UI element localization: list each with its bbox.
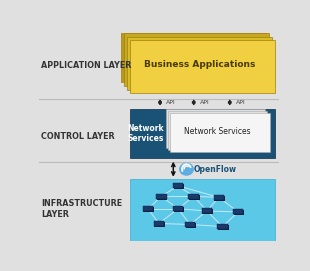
Text: API: API <box>166 100 176 105</box>
FancyBboxPatch shape <box>39 33 279 99</box>
FancyBboxPatch shape <box>156 194 166 199</box>
FancyBboxPatch shape <box>173 206 184 211</box>
FancyBboxPatch shape <box>217 224 228 229</box>
FancyBboxPatch shape <box>202 208 212 214</box>
Text: API: API <box>236 100 246 105</box>
FancyBboxPatch shape <box>144 207 154 212</box>
FancyBboxPatch shape <box>218 225 228 230</box>
FancyBboxPatch shape <box>130 109 275 158</box>
FancyBboxPatch shape <box>154 222 165 227</box>
Text: OpenFlow: OpenFlow <box>194 165 237 174</box>
FancyBboxPatch shape <box>127 37 272 90</box>
FancyBboxPatch shape <box>157 195 167 200</box>
FancyBboxPatch shape <box>214 195 224 200</box>
Text: CONTROL LAYER: CONTROL LAYER <box>41 132 115 141</box>
FancyBboxPatch shape <box>153 221 164 226</box>
Text: APPLICATION LAYER: APPLICATION LAYER <box>41 62 131 70</box>
FancyBboxPatch shape <box>170 114 270 152</box>
FancyBboxPatch shape <box>234 210 244 215</box>
FancyBboxPatch shape <box>188 194 199 199</box>
Text: INFRASTRUCTURE
LAYER: INFRASTRUCTURE LAYER <box>41 199 122 218</box>
Text: Business Applications: Business Applications <box>144 60 255 69</box>
FancyBboxPatch shape <box>185 222 195 227</box>
Text: Network
Services: Network Services <box>127 124 164 143</box>
FancyBboxPatch shape <box>189 195 200 200</box>
FancyBboxPatch shape <box>173 183 184 188</box>
FancyBboxPatch shape <box>130 179 275 241</box>
FancyBboxPatch shape <box>124 33 269 86</box>
Text: API: API <box>200 100 210 105</box>
FancyBboxPatch shape <box>202 209 213 214</box>
Circle shape <box>180 163 193 175</box>
FancyBboxPatch shape <box>166 109 265 148</box>
FancyBboxPatch shape <box>233 209 243 214</box>
FancyBboxPatch shape <box>174 184 184 189</box>
FancyBboxPatch shape <box>215 196 225 201</box>
Text: Network Services: Network Services <box>184 127 251 136</box>
FancyBboxPatch shape <box>143 206 153 211</box>
FancyBboxPatch shape <box>168 111 268 150</box>
FancyBboxPatch shape <box>121 29 266 82</box>
FancyBboxPatch shape <box>174 207 184 212</box>
FancyBboxPatch shape <box>186 223 196 228</box>
FancyBboxPatch shape <box>130 40 275 93</box>
